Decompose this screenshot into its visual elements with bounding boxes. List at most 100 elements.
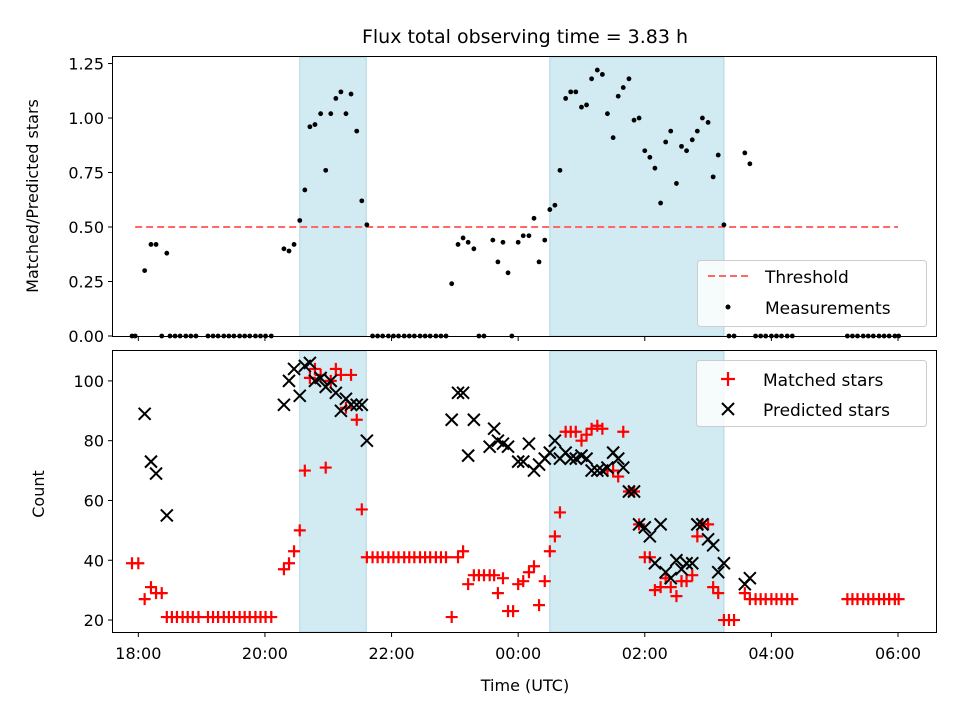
- measurement-point: [536, 259, 542, 265]
- predicted-star-point: [287, 362, 301, 376]
- predicted-stars-series: [137, 356, 757, 591]
- matched-star-point: [445, 611, 458, 624]
- measurement-point: [364, 222, 370, 228]
- predicted-star-point: [648, 556, 662, 570]
- matched-star-point: [265, 611, 278, 624]
- measurement-point: [449, 281, 455, 287]
- matched-star-point: [702, 518, 715, 531]
- measurements-legend-swatch: [725, 304, 731, 310]
- predicted-star-point: [627, 484, 641, 499]
- predicted-star-point: [137, 407, 152, 421]
- predicted-legend-label: Predicted stars: [763, 401, 890, 421]
- matched-star-point: [786, 593, 799, 606]
- top-ytick-label: 1.00: [68, 109, 104, 128]
- bottom-ytick-label: 100: [73, 372, 104, 391]
- measurement-point: [663, 139, 669, 145]
- predicted-star-point: [669, 553, 684, 567]
- predicted-star-point: [344, 398, 358, 412]
- predicted-star-point: [149, 466, 163, 481]
- predicted-star-point: [482, 439, 497, 454]
- top-ytick-label: 1.25: [68, 55, 104, 74]
- matched-star-point: [457, 545, 470, 558]
- measurement-point: [286, 248, 292, 254]
- matched-star-point: [496, 572, 509, 585]
- bottom-xtick-label: 20:00: [242, 644, 288, 663]
- measurement-point: [455, 242, 461, 247]
- top-ytick-label: 0.50: [68, 218, 104, 237]
- matched-star-point: [617, 425, 630, 438]
- matched-star-point: [288, 545, 301, 558]
- predicted-star-point: [679, 556, 694, 570]
- predicted-star-point: [282, 374, 296, 388]
- measurement-point: [471, 246, 477, 252]
- measurement-points: [129, 67, 902, 339]
- bottom-xtick-label: 18:00: [115, 644, 161, 663]
- measurement-point: [705, 119, 711, 125]
- measurement-point: [164, 250, 170, 256]
- matched-star-point: [533, 599, 546, 612]
- measurement-point: [142, 268, 148, 274]
- measurement-point: [297, 218, 303, 223]
- measurement-point: [684, 148, 689, 154]
- measurement-point: [563, 96, 569, 101]
- matched-star-point: [543, 545, 556, 558]
- measurement-point: [674, 181, 679, 186]
- matched-legend-swatch: [721, 372, 735, 386]
- measurement-point: [568, 89, 574, 95]
- measurement-point: [302, 187, 308, 193]
- predicted-star-point: [487, 422, 501, 436]
- bottom-xtick-label: 06:00: [875, 644, 921, 663]
- bottom-shaded-regions: [299, 350, 725, 633]
- matched-star-point: [686, 569, 699, 582]
- predicted-star-point: [324, 374, 338, 388]
- predicted-star-point: [522, 436, 536, 451]
- measurement-point: [610, 135, 616, 141]
- predicted-star-point: [653, 517, 668, 532]
- matched-star-point: [491, 587, 504, 600]
- predicted-star-point: [717, 556, 731, 570]
- top-ytick-label: 0.00: [68, 327, 104, 346]
- bottom-legend: Matched stars Predicted stars: [696, 360, 927, 427]
- measurement-point: [323, 167, 329, 173]
- top-y-label: Matched/Predicted stars: [23, 99, 42, 293]
- measurement-point: [547, 207, 553, 212]
- measurement-point: [694, 128, 700, 134]
- matched-star-point: [527, 560, 540, 573]
- matched-star-point: [507, 605, 520, 618]
- predicted-star-point: [334, 404, 348, 418]
- predicted-star-point: [543, 445, 557, 460]
- predicted-star-point: [360, 433, 374, 448]
- matched-star-point: [553, 506, 566, 519]
- matched-star-point: [462, 578, 475, 591]
- predicted-star-point: [511, 454, 525, 469]
- measurement-point: [631, 117, 637, 123]
- measurement-point: [520, 233, 526, 239]
- shaded-interval-1: [299, 56, 367, 337]
- measurement-point: [584, 102, 589, 108]
- matched-star-point: [569, 425, 582, 438]
- matched-star-point: [517, 575, 530, 588]
- measurement-point: [359, 198, 365, 204]
- matched-star-point: [488, 569, 501, 582]
- panel-count: 20 40 60 80 100 18:00 20:00 22:00 00:00 02:00 04:…: [29, 350, 937, 695]
- measurement-point: [312, 122, 318, 127]
- predicted-star-point: [277, 398, 291, 412]
- predicted-star-point: [355, 398, 369, 412]
- measurement-point: [642, 148, 648, 154]
- predicted-star-point: [144, 454, 158, 469]
- predicted-star-point: [350, 398, 364, 412]
- threshold-legend-label: Threshold: [764, 268, 849, 288]
- measurement-point: [552, 202, 558, 208]
- measurement-point: [742, 150, 748, 156]
- matched-star-point: [319, 461, 332, 474]
- bottom-y-label: Count: [29, 470, 48, 518]
- matched-star-point: [303, 371, 316, 384]
- measurement-point: [281, 246, 287, 252]
- measurement-point: [626, 76, 632, 82]
- predicted-star-point: [444, 413, 459, 427]
- predicted-star-point: [564, 451, 578, 466]
- measurements-legend-label: Measurements: [765, 299, 891, 319]
- matched-star-point: [654, 581, 667, 594]
- shaded-interval-2: [549, 56, 725, 337]
- top-ytick-label: 0.25: [68, 273, 104, 292]
